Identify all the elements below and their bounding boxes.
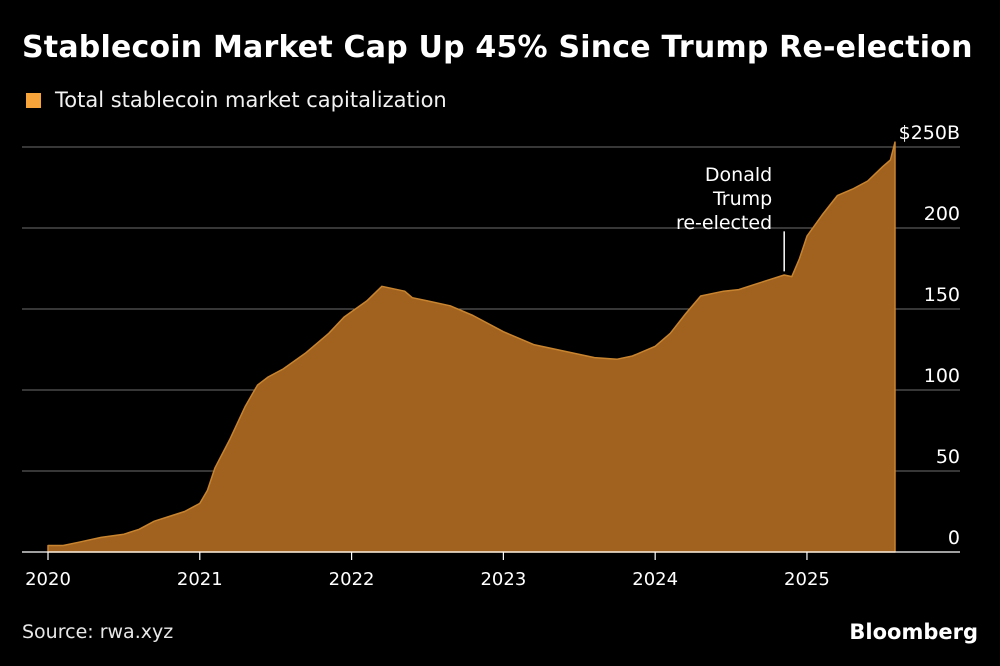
series-area-stablecoin-market-cap (47, 141, 896, 553)
chart-title: Stablecoin Market Cap Up 45% Since Trump… (22, 30, 973, 65)
x-tick-label: 2023 (480, 569, 526, 590)
legend-label: Total stablecoin market capitalization (55, 88, 447, 112)
chart-legend: Total stablecoin market capitalization (26, 88, 447, 112)
x-tick-label: 2021 (177, 569, 223, 590)
annotation-label-line: Donald (705, 164, 772, 186)
y-tick-label: 150 (924, 284, 960, 306)
y-tick-label: 0 (948, 527, 960, 549)
y-tick-label: 200 (924, 203, 960, 225)
x-tick-label: 2022 (329, 569, 375, 590)
annotation-label-line: Trump (712, 188, 772, 210)
x-tick-label: 2020 (25, 569, 71, 590)
legend-swatch (26, 92, 41, 108)
annotation-label-line: re-elected (676, 212, 772, 234)
y-tick-label: 100 (924, 365, 960, 387)
y-tick-label: 50 (936, 446, 960, 468)
x-tick-label: 2025 (784, 569, 830, 590)
y-tick-label: $250B (899, 122, 960, 144)
x-tick-label: 2024 (632, 569, 678, 590)
bloomberg-logo: Bloomberg (849, 620, 978, 644)
source-note: Source: rwa.xyz (22, 621, 174, 643)
